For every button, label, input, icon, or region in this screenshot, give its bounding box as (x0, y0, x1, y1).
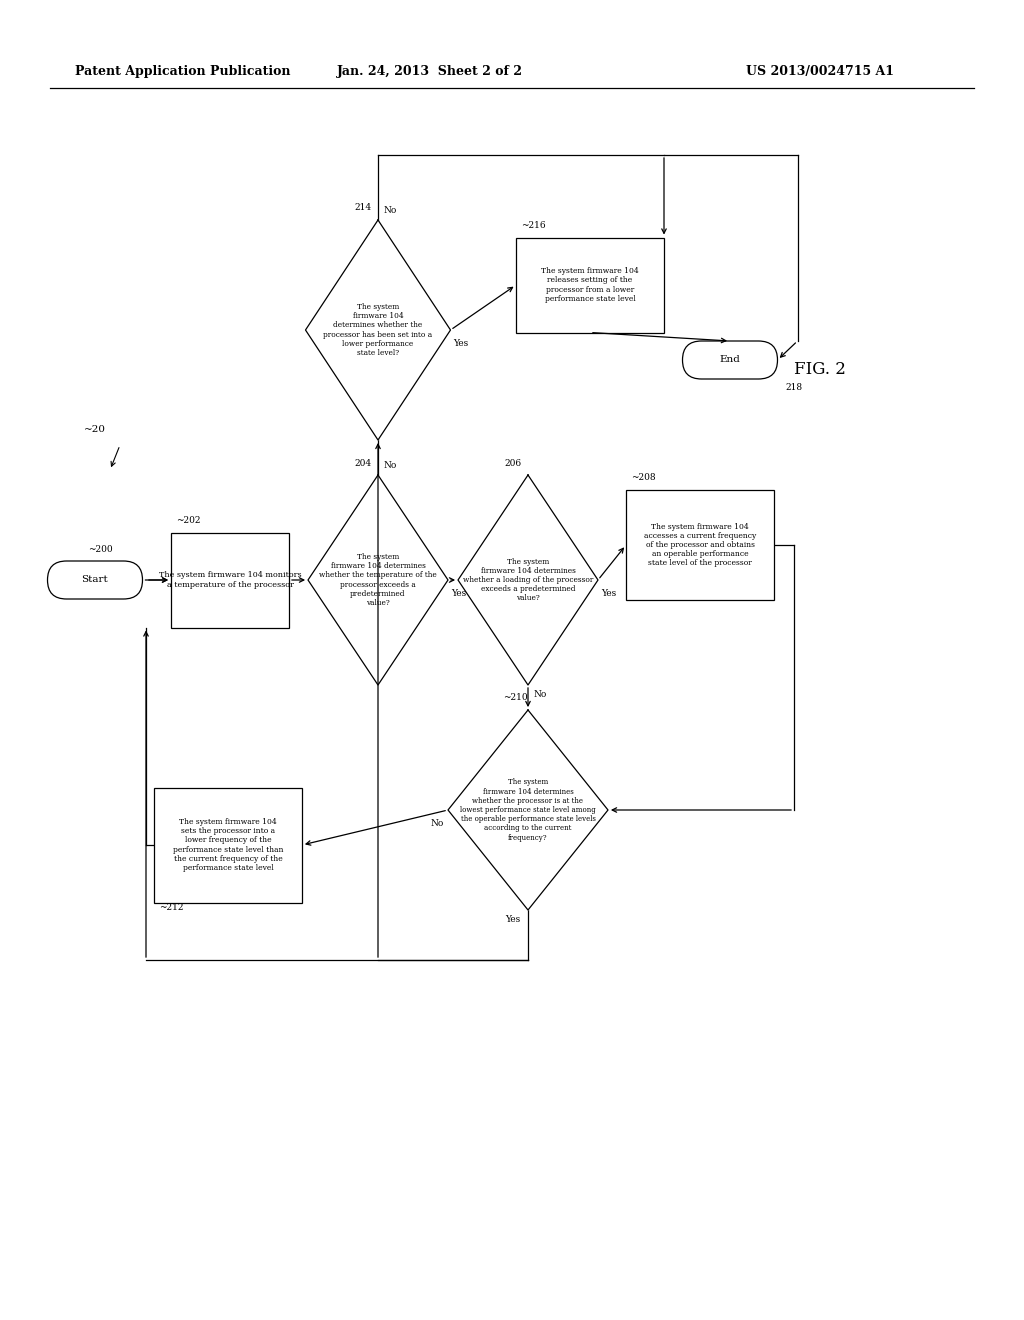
Text: FIG. 2: FIG. 2 (794, 362, 846, 379)
Text: The system firmware 104
releases setting of the
processor from a lower
performan: The system firmware 104 releases setting… (541, 267, 639, 302)
Text: Yes: Yes (505, 915, 520, 924)
Text: The system firmware 104 monitors
a temperature of the processor: The system firmware 104 monitors a tempe… (159, 572, 301, 589)
Text: ~200: ~200 (88, 544, 113, 553)
Text: End: End (720, 355, 740, 364)
Text: ~208: ~208 (631, 474, 655, 483)
Polygon shape (458, 475, 598, 685)
Text: The system
firmware 104
determines whether the
processor has been set into a
low: The system firmware 104 determines wheth… (324, 304, 432, 356)
Text: Yes: Yes (451, 590, 466, 598)
FancyBboxPatch shape (626, 490, 774, 601)
Text: No: No (384, 461, 397, 470)
Text: No: No (534, 690, 548, 700)
Text: Yes: Yes (601, 590, 616, 598)
FancyBboxPatch shape (171, 532, 289, 627)
Text: ~20: ~20 (84, 425, 106, 434)
Text: Jan. 24, 2013  Sheet 2 of 2: Jan. 24, 2013 Sheet 2 of 2 (337, 66, 523, 78)
Text: The system
firmware 104 determines
whether the processor is at the
lowest perfor: The system firmware 104 determines wheth… (460, 779, 596, 842)
FancyBboxPatch shape (683, 341, 777, 379)
Text: Yes: Yes (454, 339, 469, 348)
Polygon shape (449, 710, 608, 909)
Text: No: No (431, 820, 444, 829)
FancyBboxPatch shape (47, 561, 142, 599)
Text: 218: 218 (785, 383, 803, 392)
Polygon shape (305, 220, 451, 440)
Text: Start: Start (82, 576, 109, 585)
Text: 204: 204 (354, 458, 372, 467)
Text: The system firmware 104
sets the processor into a
lower frequency of the
perform: The system firmware 104 sets the process… (173, 818, 284, 873)
Text: ~210: ~210 (503, 693, 527, 702)
Polygon shape (308, 475, 449, 685)
Text: No: No (384, 206, 397, 215)
Text: The system
firmware 104 determines
whether the temperature of the
processor exce: The system firmware 104 determines wheth… (319, 553, 437, 607)
Text: The system
firmware 104 determines
whether a loading of the processor
exceeds a : The system firmware 104 determines wheth… (463, 557, 593, 602)
Text: ~202: ~202 (176, 516, 201, 525)
Text: The system firmware 104
accesses a current frequency
of the processor and obtain: The system firmware 104 accesses a curre… (644, 523, 756, 568)
FancyBboxPatch shape (516, 238, 664, 333)
Text: ~216: ~216 (521, 220, 546, 230)
Text: 206: 206 (505, 458, 521, 467)
Text: ~212: ~212 (159, 903, 183, 912)
Text: Patent Application Publication: Patent Application Publication (75, 66, 291, 78)
Text: US 2013/0024715 A1: US 2013/0024715 A1 (746, 66, 894, 78)
FancyBboxPatch shape (154, 788, 302, 903)
Text: 214: 214 (354, 203, 372, 213)
